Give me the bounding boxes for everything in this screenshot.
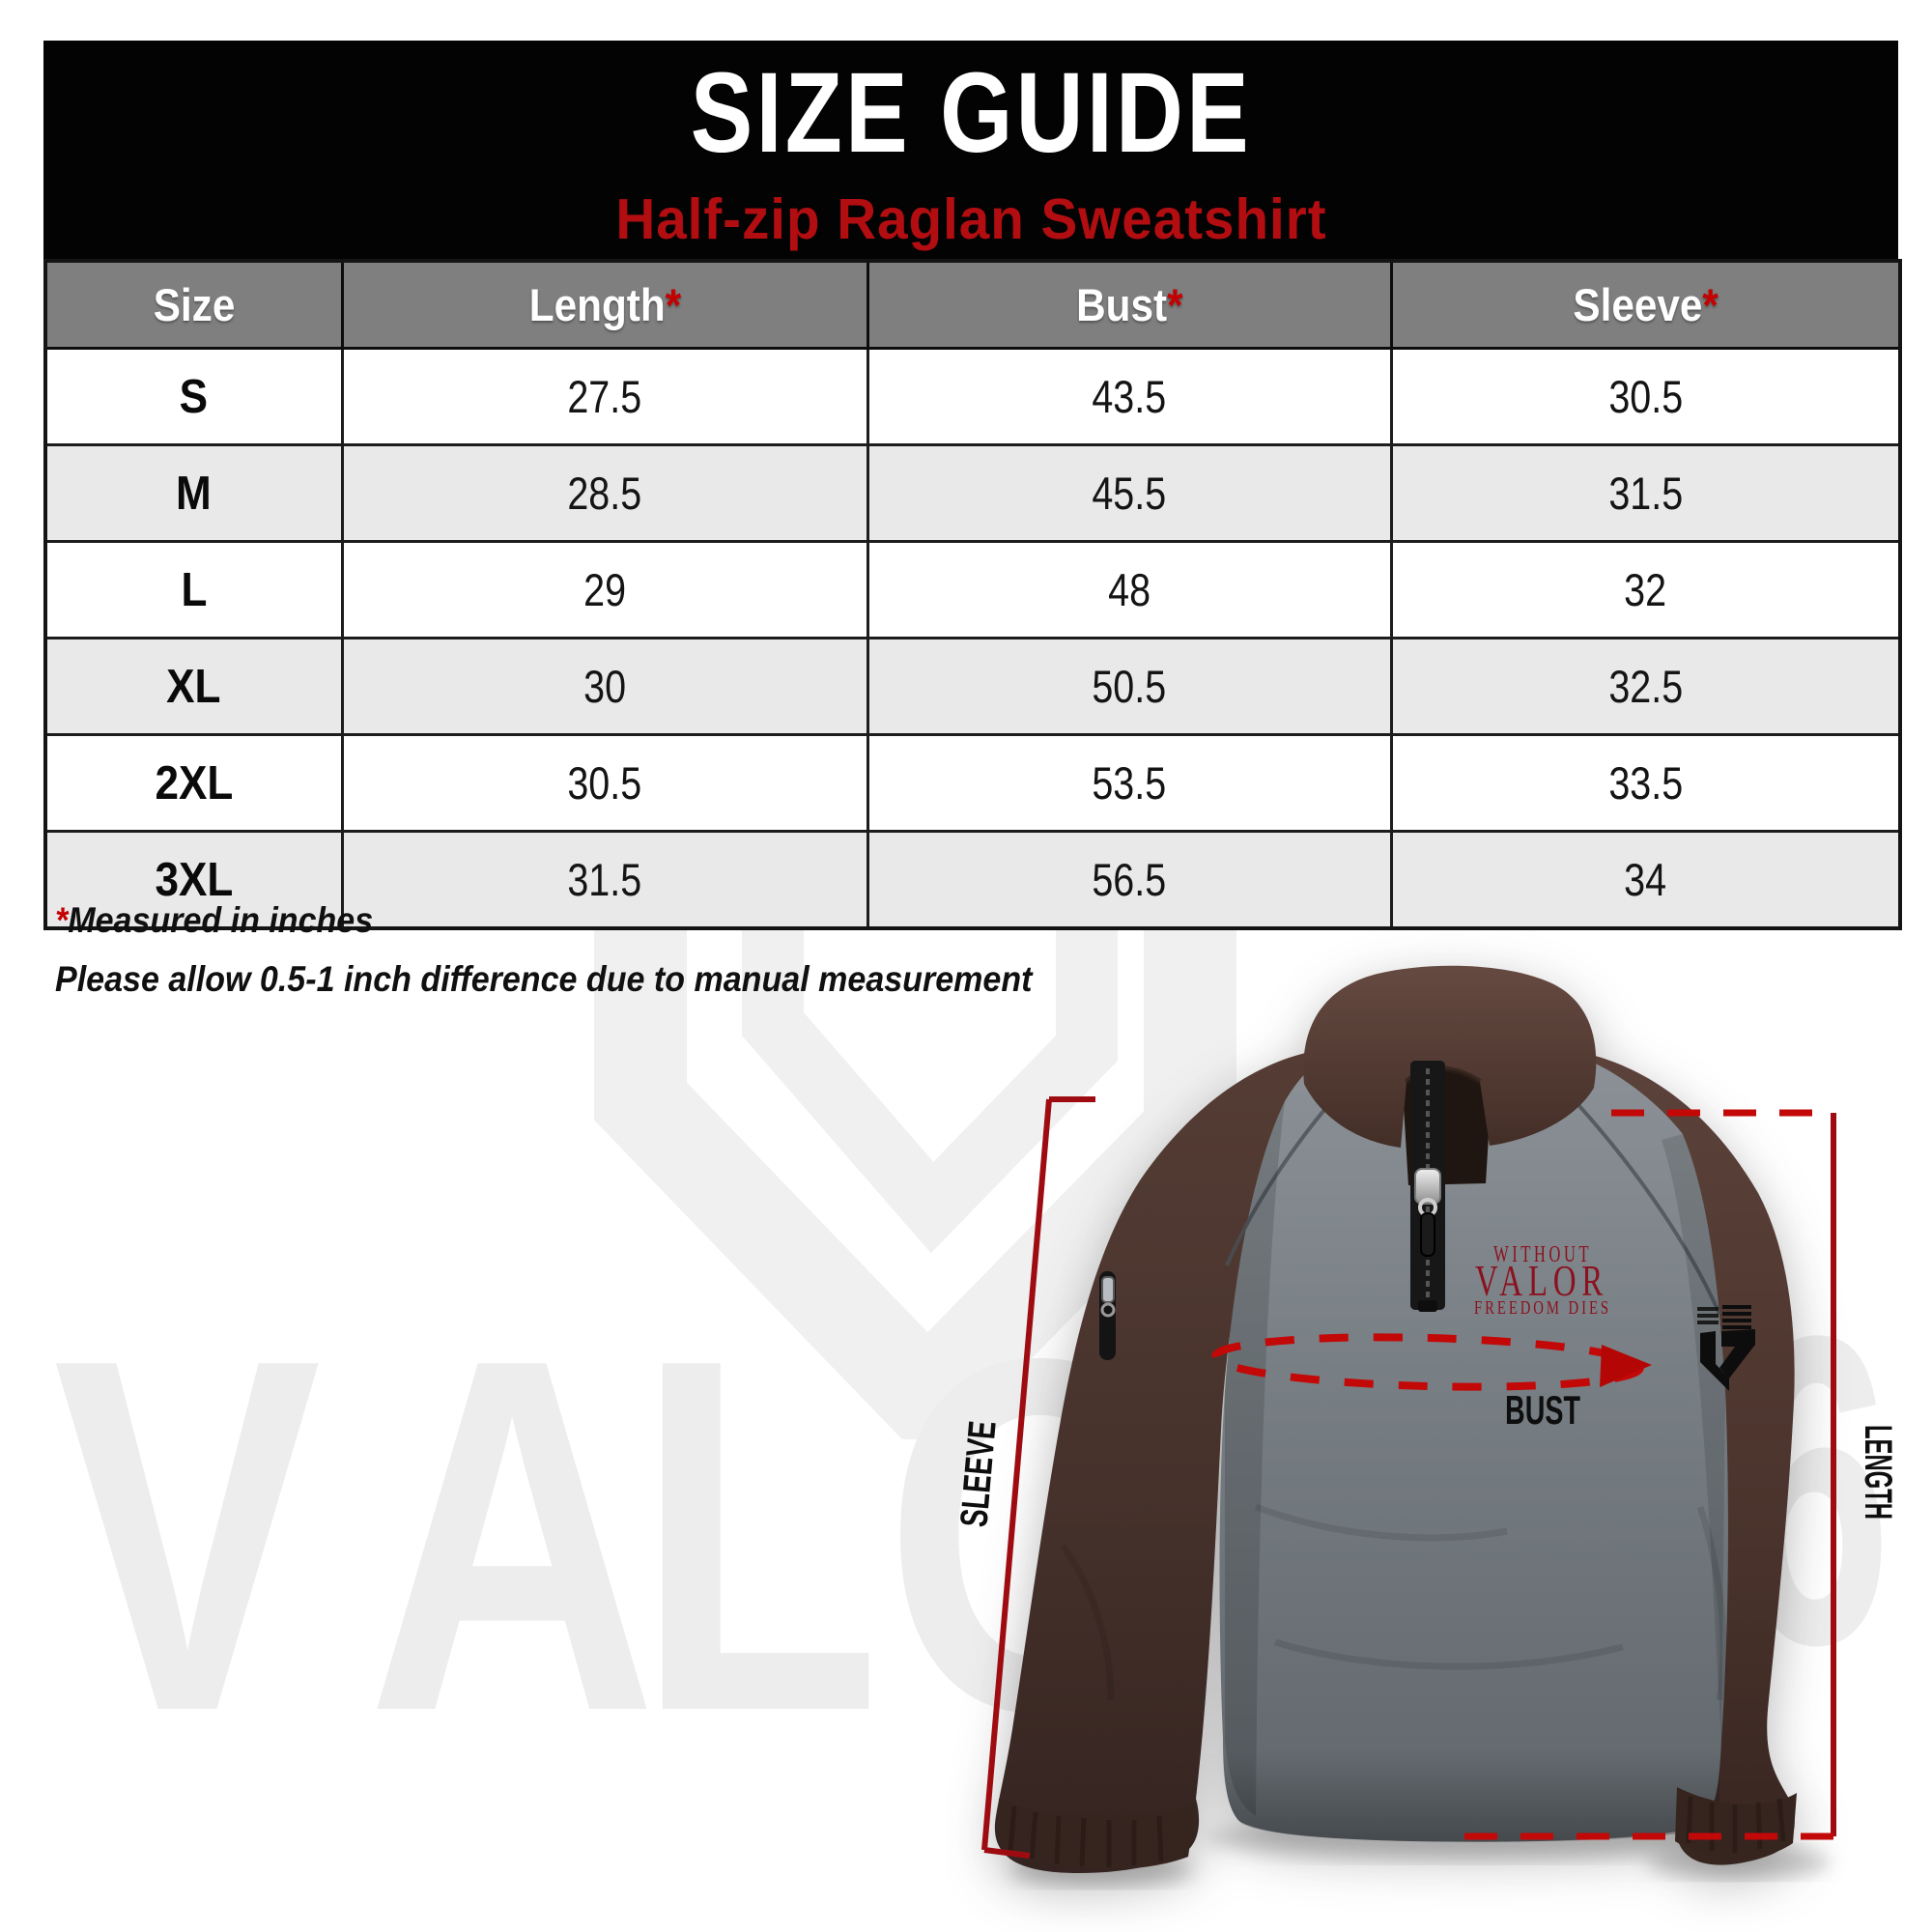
length-label: LENGTH — [1857, 1425, 1899, 1520]
cell-length: 30.5 — [340, 733, 869, 833]
chest-print: WITHOUT VALOR FREEDOM DIES — [1474, 1242, 1611, 1319]
logo-inner-chevron — [742, 840, 1118, 1254]
chest-print-line3: FREEDOM DIES — [1474, 1297, 1611, 1319]
chest-print-line2: VALOR — [1475, 1256, 1608, 1305]
cell-bust: 56.5 — [866, 830, 1393, 930]
bust-arrow-icon — [1600, 1345, 1652, 1387]
table-row-3xl: 3XL 31.5 56.5 34 — [43, 830, 1902, 930]
shield-logo-icon — [1700, 1329, 1755, 1391]
footnotes: *Measured in inches Please allow 0.5-1 i… — [55, 900, 1117, 1000]
collar-band — [1303, 965, 1597, 1148]
cell-length: 27.5 — [340, 347, 869, 446]
logo-outer-chevron — [594, 840, 1236, 1439]
table-row-2xl: 2XL 30.5 53.5 33.5 — [43, 733, 1902, 833]
right-cuff — [1675, 1787, 1797, 1860]
product-photo: S WITHOUT VALOR FREEDOM DIES — [952, 965, 1899, 1887]
arm-pocket-zipper — [1099, 1271, 1116, 1360]
asterisk: * — [665, 279, 681, 330]
sweatshirt: S WITHOUT VALOR FREEDOM DIES — [994, 965, 1797, 1874]
measurement-overlay: BUST SLEEVE LENGTH — [952, 1096, 1899, 1859]
column-header-size: Size — [43, 259, 344, 350]
column-header-bust: Bust* — [866, 259, 1393, 350]
note-tolerance: Please allow 0.5-1 inch difference due t… — [55, 959, 1033, 999]
cell-sleeve: 32.5 — [1389, 637, 1902, 736]
cell-bust: 43.5 — [866, 347, 1393, 446]
cell-length: 28.5 — [340, 443, 869, 543]
cell-bust: 48 — [866, 540, 1393, 639]
cell-length: 31.5 — [340, 830, 869, 930]
column-label: Bust* — [1075, 279, 1183, 330]
cell-size: S — [43, 347, 344, 446]
table-row-s: S 27.5 43.5 30.5 — [43, 347, 1902, 446]
zipper-pull-tab — [1420, 1212, 1435, 1257]
cell-sleeve: 34 — [1389, 830, 1902, 930]
zipper-stop — [1418, 1300, 1437, 1312]
cell-length: 30 — [340, 637, 869, 736]
bust-measure-ellipse — [1211, 1333, 1652, 1391]
sweatshirt-body — [1219, 1053, 1728, 1842]
cell-size: M — [43, 443, 344, 543]
sleeve-label: SLEEVE — [952, 1419, 1004, 1528]
flag-icon — [1697, 1305, 1751, 1329]
cell-size: XL — [43, 637, 344, 736]
product-subtitle: Half-zip Raglan Sweatshirt — [614, 186, 1327, 251]
cell-bust: 45.5 — [866, 443, 1393, 543]
body-shade-left — [1225, 1101, 1285, 1816]
watermark-letter-a: A — [367, 1255, 658, 1816]
asterisk: * — [1166, 279, 1183, 330]
page-title: SIZE GUIDE — [690, 48, 1252, 177]
table-row-xl: XL 30 50.5 32.5 — [43, 637, 1902, 736]
cell-length: 29 — [340, 540, 869, 639]
asterisk: * — [1702, 279, 1719, 330]
left-cuff — [999, 1799, 1196, 1870]
body-shade-right — [1662, 1134, 1725, 1739]
cell-bust: 53.5 — [866, 733, 1393, 833]
column-header-length: Length* — [340, 259, 869, 350]
sleeve-badge — [1697, 1305, 1755, 1391]
note-measured-in-inches: *Measured in inches — [55, 900, 374, 940]
cell-bust: 50.5 — [866, 637, 1393, 736]
hem-band — [1223, 1750, 1721, 1842]
header-banner: SIZE GUIDE Half-zip Raglan Sweatshirt — [43, 41, 1898, 259]
table-row-l: L 29 48 32 — [43, 540, 1902, 639]
column-label: Sleeve* — [1572, 279, 1719, 330]
table-header-row: Size Length* Bust* Sleeve* — [43, 259, 1902, 350]
asterisk: * — [55, 900, 69, 940]
brand-logo-watermark — [594, 840, 1236, 1439]
cell-size: 3XL — [43, 830, 344, 930]
sleeve-measure-line — [981, 1096, 1095, 1859]
cell-sleeve: 33.5 — [1389, 733, 1902, 833]
fabric-wrinkles — [1060, 1503, 1727, 1701]
table-row-m: M 28.5 45.5 31.5 — [43, 443, 1902, 543]
half-zip — [1410, 1061, 1445, 1312]
cell-size: L — [43, 540, 344, 639]
column-header-sleeve: Sleeve* — [1389, 259, 1902, 350]
chest-print-line1: WITHOUT — [1493, 1242, 1592, 1267]
zipper-slider — [1414, 1168, 1441, 1205]
column-label: Length* — [528, 279, 681, 330]
cell-sleeve: 32 — [1389, 540, 1902, 639]
cell-sleeve: 30.5 — [1389, 347, 1902, 446]
bust-label: BUST — [1505, 1387, 1580, 1433]
length-measure-line — [1454, 1109, 1836, 1840]
cell-sleeve: 31.5 — [1389, 443, 1902, 543]
watermark-letter-l: L — [636, 1255, 882, 1816]
watermark-letter-v: V — [53, 1255, 322, 1816]
cell-size: 2XL — [43, 733, 344, 833]
size-table: Size Length* Bust* Sleeve* S 27.5 43.5 3… — [43, 259, 1902, 930]
column-label: Size — [153, 279, 236, 330]
